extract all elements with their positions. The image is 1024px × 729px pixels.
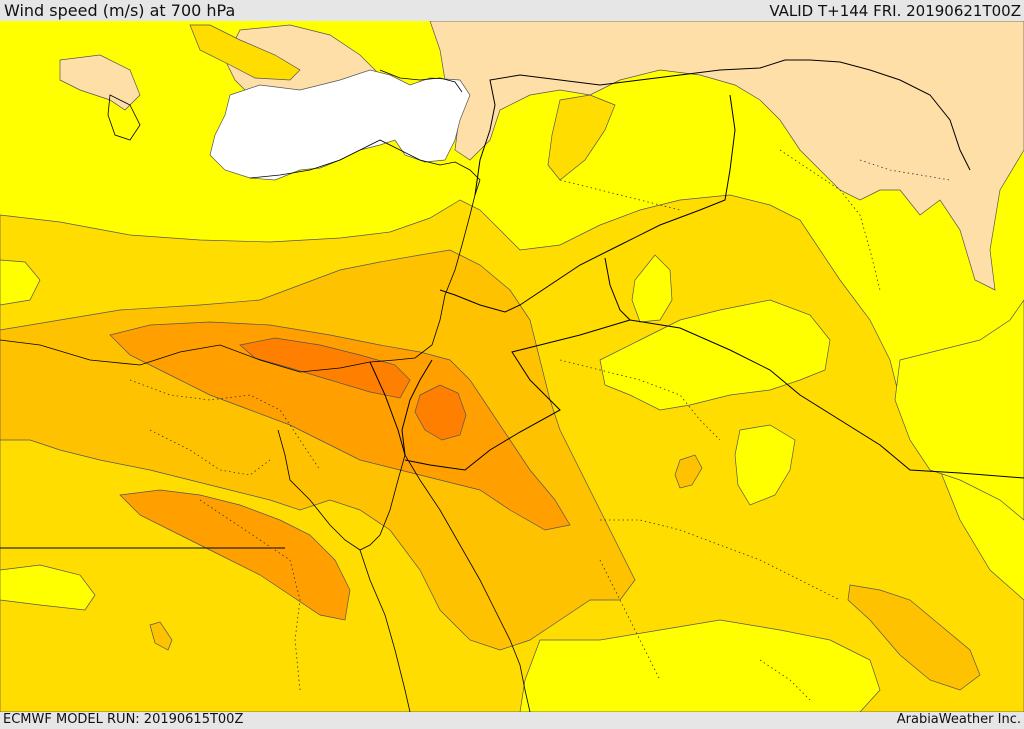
field-light-south — [519, 619, 881, 712]
map-header: Wind speed (m/s) at 700 hPa VALID T+144 … — [0, 0, 1024, 21]
admin-boundaries — [129, 149, 951, 701]
field-very-strong-coast — [239, 337, 411, 399]
field-strong-south — [119, 489, 351, 621]
field-light-west-coast — [0, 259, 41, 306]
valid-time: VALID T+144 FRI. 20190621T00Z — [769, 2, 1021, 20]
model-run: ECMWF MODEL RUN: 20190615T00Z — [3, 712, 244, 727]
field-moderate-island-2 — [189, 24, 301, 81]
field-light-jordan — [631, 254, 673, 323]
map-title: Wind speed (m/s) at 700 hPa — [4, 1, 236, 20]
field-fresh-southeast — [847, 584, 981, 691]
field-strong-north — [109, 321, 571, 531]
field-light-gulf — [734, 424, 796, 506]
field-moderate-island — [547, 94, 616, 181]
field-fresh-island — [674, 454, 703, 489]
borders — [0, 59, 1024, 549]
map-canvas — [0, 21, 1024, 712]
field-light-iraq — [599, 299, 831, 411]
field-very-light-north — [429, 21, 1024, 291]
map-footer: ECMWF MODEL RUN: 20190615T00Z ArabiaWeat… — [0, 712, 1024, 729]
field-fresh-island-2 — [149, 621, 173, 651]
field-very-light-west — [59, 54, 141, 111]
credit: ArabiaWeather Inc. — [896, 712, 1021, 727]
wind-speed-map — [0, 21, 1024, 712]
field-light-sw — [0, 564, 96, 611]
coastlines — [0, 69, 531, 712]
field-very-strong-jordan — [414, 384, 467, 441]
field-light-east — [894, 299, 1024, 521]
